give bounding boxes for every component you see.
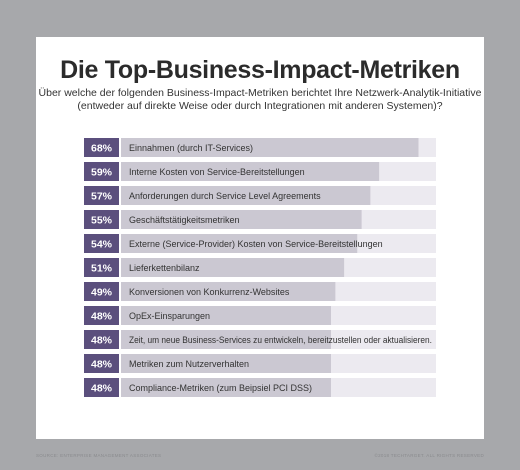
data-label: 55% [91, 215, 113, 227]
bar [121, 162, 380, 181]
category-label: Anforderungen durch Service Level Agreem… [129, 191, 321, 201]
value-badge [84, 282, 119, 301]
value-badge [84, 138, 119, 157]
category-label: Zeit, um neue Business-Services zu entwi… [129, 335, 432, 345]
value-badge [84, 306, 119, 325]
bar [121, 330, 331, 349]
value-badge [84, 162, 119, 181]
chart-panel: Die Top-Business-Impact-Metriken Über we… [36, 37, 484, 439]
data-label: 48% [91, 383, 113, 395]
data-label: 57% [91, 191, 113, 203]
category-label: OpEx-Einsparungen [129, 311, 210, 321]
value-badge [84, 210, 119, 229]
data-label: 49% [91, 287, 113, 299]
bar [121, 210, 362, 229]
source-note: SOURCE: ENTERPRISE MANAGEMENT ASSOCIATES [36, 453, 162, 458]
bar [121, 378, 331, 397]
value-badge [84, 330, 119, 349]
value-badge [84, 258, 119, 277]
chart-title: Die Top-Business-Impact-Metriken [60, 56, 460, 84]
bar [121, 306, 331, 325]
category-label: Einnahmen (durch IT-Services) [129, 143, 253, 153]
value-badge [84, 354, 119, 373]
data-label: 51% [91, 263, 113, 275]
category-label: Externe (Service-Provider) Kosten von Se… [129, 239, 383, 249]
bar [121, 258, 345, 277]
category-label: Interne Kosten von Service-Bereitstellun… [129, 167, 305, 177]
data-label: 48% [91, 311, 113, 323]
data-label: 54% [91, 239, 113, 251]
category-label: Compliance-Metriken (zum Beipsiel PCI DS… [129, 383, 312, 393]
category-label: Metriken zum Nutzerverhalten [129, 359, 249, 369]
data-label: 59% [91, 167, 113, 179]
bar-chart: 68% Einnahmen (durch IT-Services) 59% Inter… [84, 138, 436, 397]
bar [121, 234, 358, 253]
chart-subtitle: Über welche der folgenden Business-Impac… [38, 87, 482, 112]
bar [121, 138, 419, 157]
data-label: 68% [91, 143, 113, 155]
bar [121, 282, 336, 301]
bar [121, 186, 371, 205]
bar [121, 354, 331, 373]
category-label: Geschäftstätigkeitsmetriken [129, 215, 240, 225]
data-label: 48% [91, 359, 113, 371]
value-badge [84, 378, 119, 397]
value-badge [84, 234, 119, 253]
data-label: 48% [91, 335, 113, 347]
value-badge [84, 186, 119, 205]
category-label: Konversionen von Konkurrenz-Websites [129, 287, 290, 297]
category-label: Lieferkettenbilanz [129, 263, 200, 273]
copyright-note: ©2018 TECHTARGET. ALL RIGHTS RESERVED [374, 453, 484, 458]
